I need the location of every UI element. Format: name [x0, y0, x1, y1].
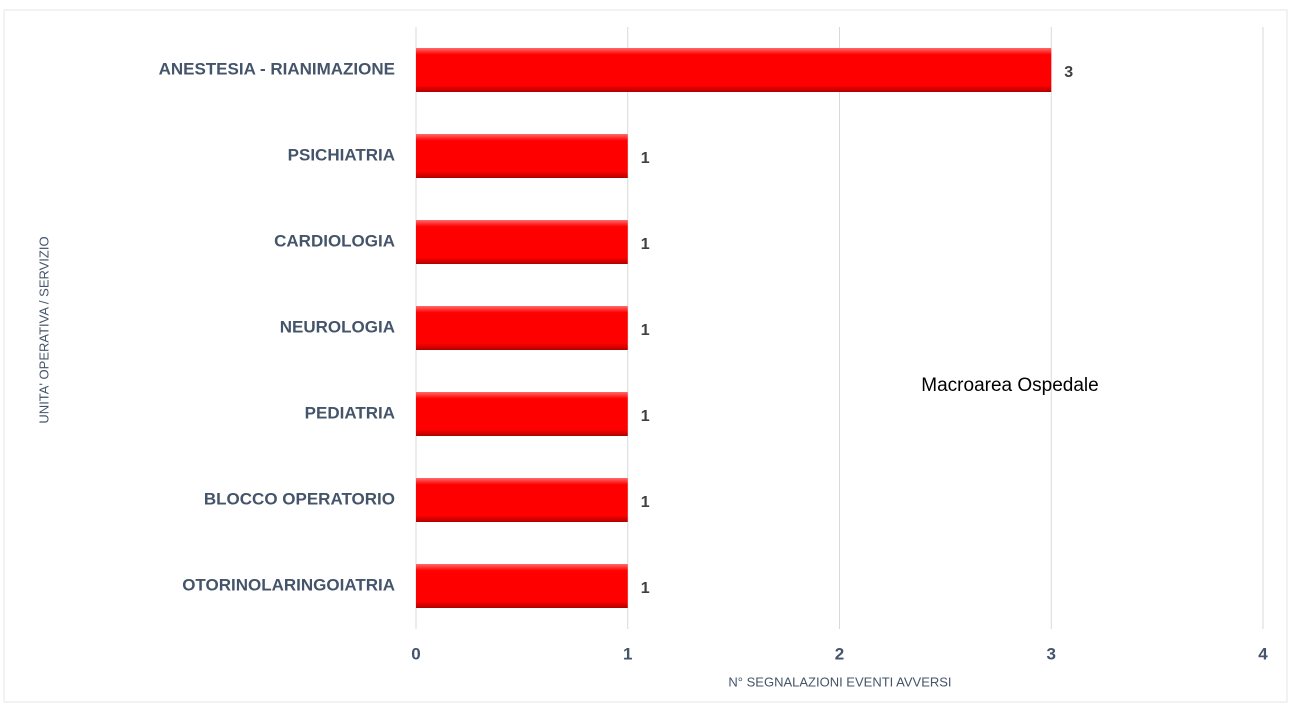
y-tick-label: PEDIATRIA: [305, 403, 395, 422]
bar: [416, 392, 628, 436]
x-axis-title: N° SEGNALAZIONI EVENTI AVVERSI: [728, 674, 951, 689]
y-tick-label: CARDIOLOGIA: [274, 231, 395, 250]
data-label: 1: [641, 150, 650, 167]
x-tick-label: 1: [623, 644, 632, 663]
x-tick-label: 4: [1258, 644, 1268, 663]
data-label: 1: [641, 236, 650, 253]
data-label: 1: [641, 494, 650, 511]
y-tick-label: PSICHIATRIA: [288, 145, 395, 164]
x-tick-label: 2: [835, 644, 844, 663]
data-label: 1: [641, 580, 650, 597]
data-label: 3: [1064, 64, 1073, 81]
x-tick-label: 0: [411, 644, 420, 663]
bar: [416, 134, 628, 178]
y-tick-label: ANESTESIA - RIANIMAZIONE: [159, 59, 395, 78]
annotation: Macroarea Ospedale: [921, 375, 1098, 396]
bar: [416, 48, 1052, 92]
data-label: 1: [641, 322, 650, 339]
bar: [416, 306, 628, 350]
bar: [416, 564, 628, 608]
y-axis-title: UNITA' OPERATIVA / SERVIZIO: [36, 236, 51, 423]
chart-border: [3, 9, 1288, 703]
bar: [416, 478, 628, 522]
y-tick-label: OTORINOLARINGOIATRIA: [182, 575, 395, 594]
y-tick-label: NEUROLOGIA: [280, 317, 395, 336]
y-tick-label: BLOCCO OPERATORIO: [204, 489, 395, 508]
bar: [416, 220, 628, 264]
x-tick-label: 3: [1047, 644, 1056, 663]
data-label: 1: [641, 408, 650, 425]
